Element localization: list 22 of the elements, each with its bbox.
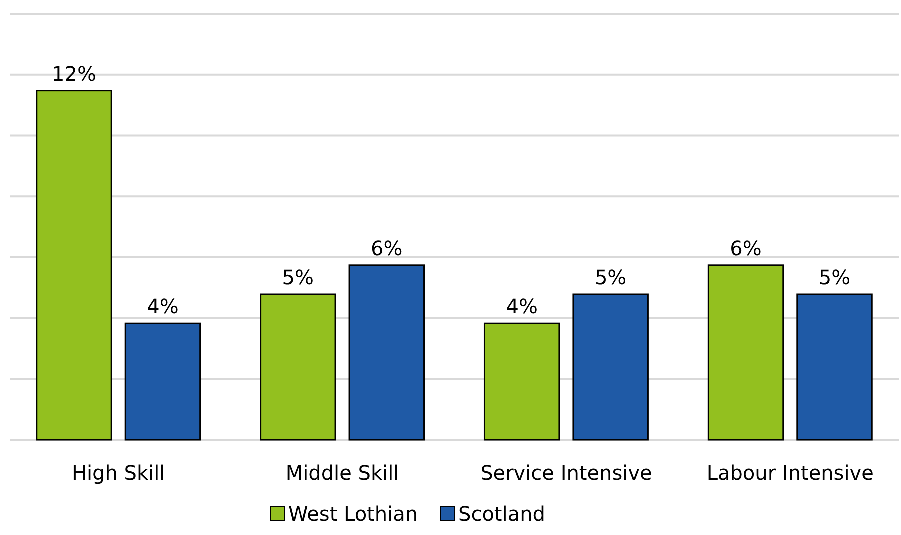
data-label: 5% bbox=[594, 266, 627, 290]
bar bbox=[484, 322, 560, 441]
bar bbox=[572, 294, 649, 441]
data-label: 12% bbox=[52, 62, 96, 86]
data-label: 6% bbox=[371, 236, 403, 260]
bar bbox=[124, 322, 202, 441]
data-label: 4% bbox=[506, 294, 538, 319]
data-label: 4% bbox=[147, 294, 179, 319]
bar bbox=[708, 264, 784, 441]
bar bbox=[348, 264, 426, 441]
data-label: 6% bbox=[730, 236, 762, 260]
bar bbox=[796, 294, 873, 441]
bar bbox=[260, 294, 336, 441]
x-tick-label: High Skill bbox=[72, 461, 166, 485]
x-tick-label: Labour Intensive bbox=[706, 461, 874, 485]
legend-label: Scotland bbox=[458, 502, 546, 526]
x-tick-label: Service Intensive bbox=[480, 461, 652, 485]
bar bbox=[36, 90, 112, 441]
x-tick-label: Middle Skill bbox=[286, 461, 400, 485]
data-label: 5% bbox=[818, 266, 851, 290]
data-label: 5% bbox=[282, 266, 314, 290]
legend-label: West Lothian bbox=[288, 502, 418, 526]
